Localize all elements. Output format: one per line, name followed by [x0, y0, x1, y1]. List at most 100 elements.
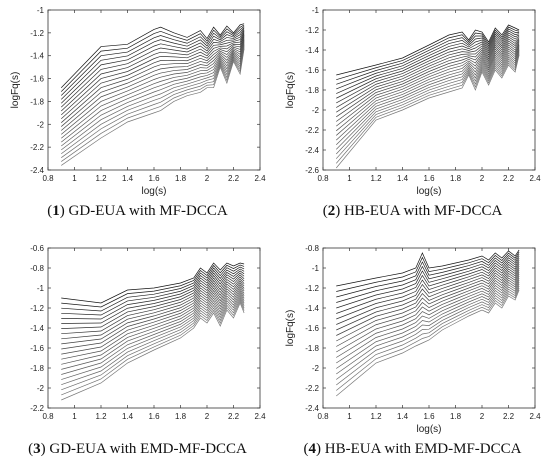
series-line-4: [335, 51, 520, 155]
x-tick-label: 1.4: [397, 412, 409, 421]
caption-text: HB-EUA with MF-DCCA: [340, 203, 503, 219]
y-tick-label: -2.2: [30, 143, 44, 152]
caption-3: (3) GD-EUA with EMD-MF-DCCA: [28, 441, 247, 457]
y-tick-label: -1.2: [30, 304, 44, 313]
x-tick-label: 2.4: [529, 174, 541, 183]
series-line-8: [61, 39, 245, 139]
series-line-10: [61, 284, 245, 355]
x-tick-label: 0.8: [42, 174, 54, 183]
series-line-17: [61, 28, 245, 104]
y-tick-label: -2.4: [305, 146, 319, 155]
caption-2: (2) HB-EUA with MF-DCCA: [322, 203, 503, 219]
series-line-6: [61, 42, 245, 147]
chart-panel-gd-eua-mf-dcca: 0.8 1 1.2 1.4 1.6 1.8 2 2.2 2.4 -2.4 -2.2 -2 -1.8 -1.…: [10, 6, 266, 197]
y-tick-label: -2.2: [30, 404, 44, 413]
series-line-2: [336, 287, 520, 391]
series-line-12: [336, 267, 520, 336]
series-line-4: [61, 45, 245, 155]
series-line-2: [61, 300, 245, 396]
series-line-10: [61, 37, 245, 131]
series-line-14: [61, 276, 245, 335]
x-tick-label: 1: [72, 174, 77, 183]
y-tick-label: -0.8: [30, 264, 44, 273]
series-line-6: [336, 48, 520, 146]
series-line-11: [61, 36, 245, 127]
x-tick-label: 1.2: [370, 412, 382, 421]
y-tick-label: -1: [37, 6, 45, 15]
series-group: [336, 249, 520, 397]
caption-number: 2: [327, 203, 336, 219]
y-tick-label: -1.6: [30, 344, 44, 353]
series-line-19: [336, 28, 520, 85]
series-line-10: [336, 43, 520, 127]
series-line-5: [336, 49, 520, 150]
x-tick-label: 1: [347, 412, 352, 421]
caption-text: GD-EUA with EMD-MF-DCCA: [45, 441, 247, 457]
series-line-6: [336, 279, 520, 369]
series-line-18: [336, 255, 520, 303]
x-tick-label: 1.4: [122, 174, 134, 183]
series-group: [335, 24, 520, 169]
x-tick-label: 1.8: [450, 412, 462, 421]
y-tick-label: -1.8: [305, 344, 319, 353]
x-tick-label: 2.2: [228, 174, 240, 183]
series-line-9: [336, 44, 520, 132]
y-tick-label: -1: [37, 284, 45, 293]
chart-panel-hb-eua-emd-mf-dcca: 0.8 1 1.2 1.4 1.6 1.8 2 2.2 2.4 -2.4 -2.2 -2 -1.8 -1.…: [285, 244, 541, 435]
x-tick-label: 2.4: [254, 412, 266, 421]
x-axis-label: log(s): [416, 424, 441, 435]
series-line-1: [335, 54, 520, 169]
series-line-18: [336, 30, 520, 90]
caption-text: HB-EUA with EMD-MF-DCCA: [321, 441, 522, 457]
y-tick-label: -2.2: [305, 384, 319, 393]
series-line-9: [61, 286, 245, 360]
x-tick-label: 1.4: [397, 174, 409, 183]
y-tick-label: -1.6: [305, 324, 319, 333]
y-tick-label: -1.4: [305, 46, 319, 55]
x-tick-label: 1: [347, 174, 352, 183]
x-tick-label: 2.2: [228, 412, 240, 421]
x-axis-label: log(s): [416, 186, 441, 197]
caption-number: 4: [308, 441, 317, 457]
series-line-8: [336, 46, 520, 136]
series-line-9: [336, 273, 520, 353]
y-tick-label: -2.4: [30, 166, 44, 175]
x-tick-label: 1.2: [370, 174, 382, 183]
y-tick-label: -1.4: [30, 324, 44, 333]
series-line-17: [336, 257, 520, 309]
series-line-18: [61, 27, 245, 100]
series-line-11: [336, 42, 520, 122]
x-tick-label: 2: [480, 174, 485, 183]
x-tick-label: 2: [205, 412, 210, 421]
y-tick-label: -2: [37, 384, 45, 393]
y-tick-label: -1.6: [305, 66, 319, 75]
series-line-8: [336, 275, 520, 358]
chart-panel-hb-eua-mf-dcca: 0.8 1 1.2 1.4 1.6 1.8 2 2.2 2.4 -2.6 -2.4 -2.2 -2 -1.…: [285, 6, 541, 197]
series-group: [61, 262, 245, 401]
x-tick-label: 1.2: [95, 174, 107, 183]
y-tick-label: -2.6: [305, 166, 319, 175]
series-line-13: [61, 278, 245, 340]
series-line-5: [61, 43, 245, 151]
series-line-7: [336, 277, 520, 364]
caption-1: (1) GD-EUA with MF-DCCA: [47, 203, 228, 219]
series-line-1: [61, 48, 245, 166]
series-line-8: [61, 288, 245, 365]
series-line-16: [336, 259, 520, 314]
series-line-21: [61, 262, 245, 304]
series-line-14: [61, 32, 245, 116]
series-line-21: [60, 23, 245, 88]
caption-4: (4) HB-EUA with EMD-MF-DCCA: [303, 441, 522, 457]
x-tick-label: 0.8: [317, 412, 329, 421]
series-line-16: [61, 272, 245, 324]
series-line-3: [61, 46, 245, 158]
series-line-6: [61, 292, 245, 375]
x-tick-label: 2: [480, 412, 485, 421]
series-line-5: [336, 281, 520, 375]
y-axis-label: logFq(s): [10, 72, 21, 109]
x-tick-label: 1.8: [175, 174, 187, 183]
x-tick-label: 1.6: [148, 174, 160, 183]
series-line-19: [61, 266, 245, 312]
series-line-15: [61, 274, 245, 329]
y-tick-label: -1.4: [305, 304, 319, 313]
